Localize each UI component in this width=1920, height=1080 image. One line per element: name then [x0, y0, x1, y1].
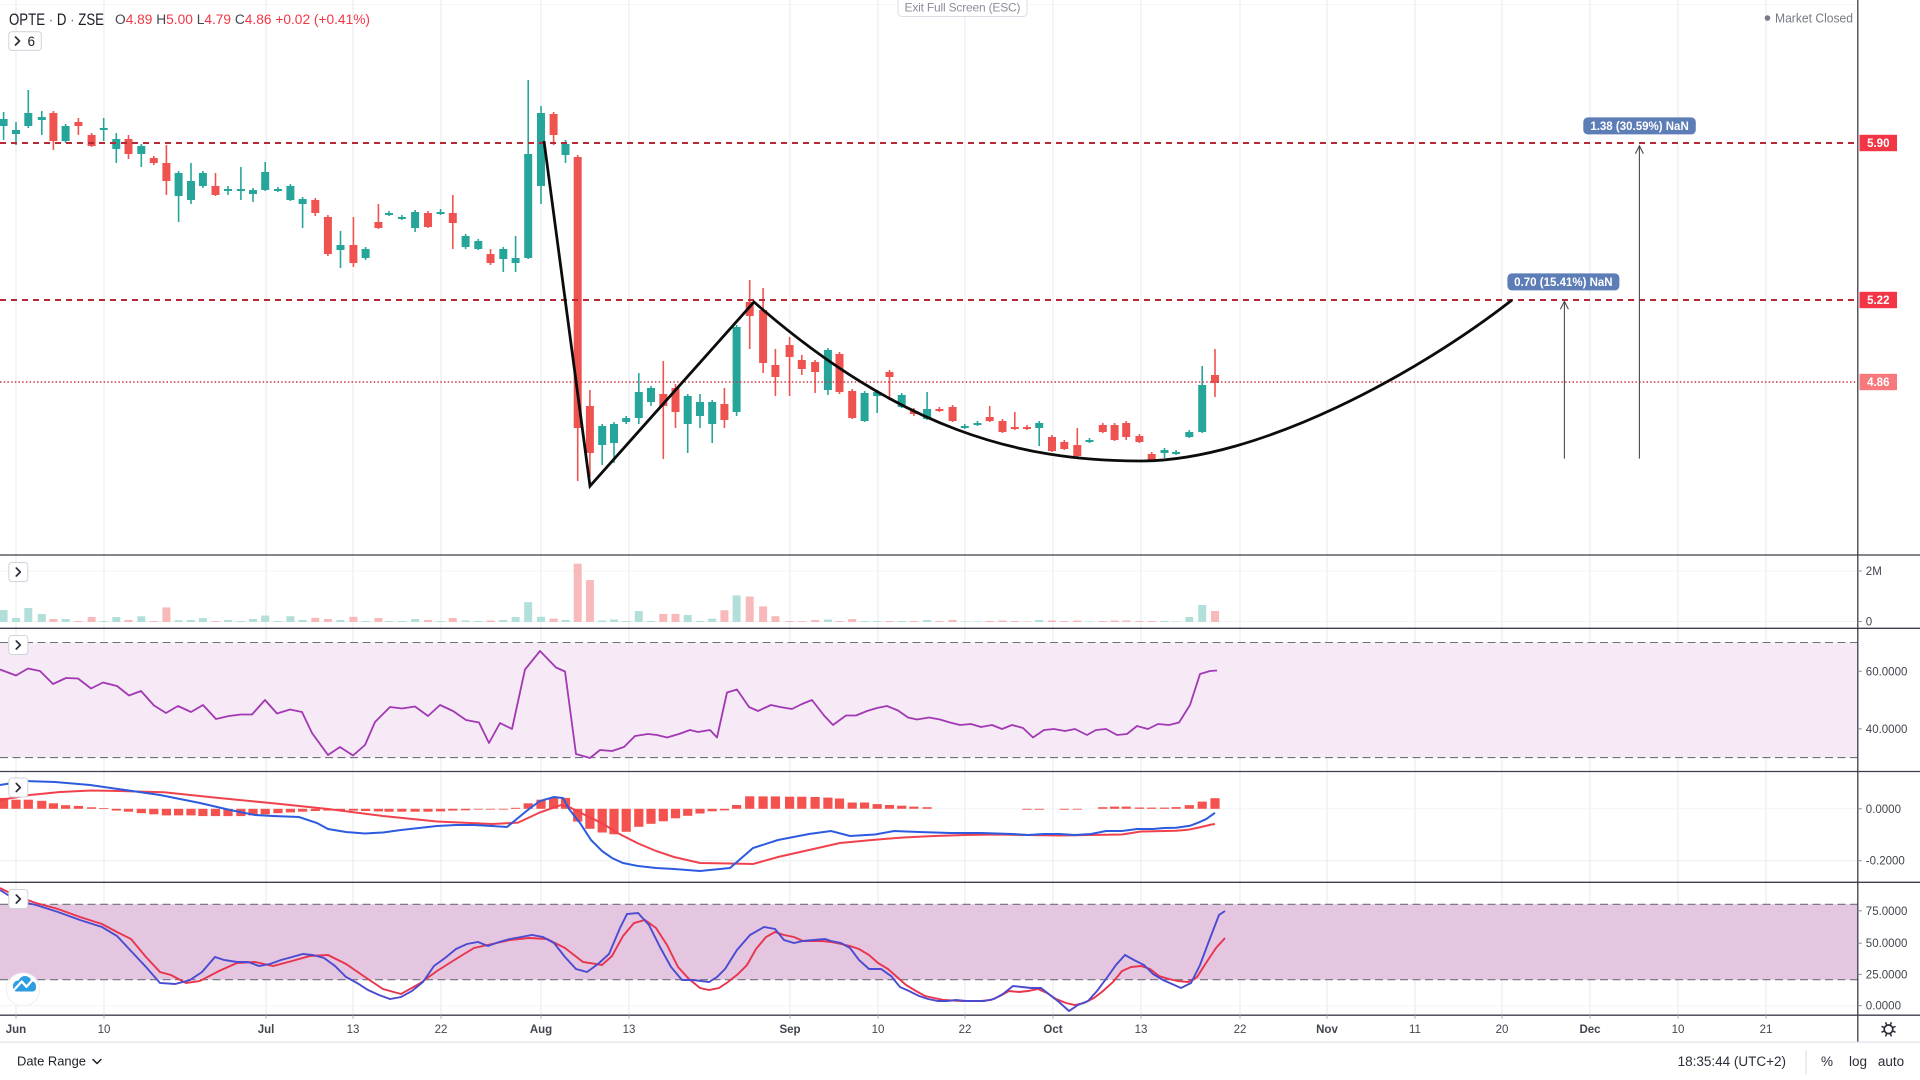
svg-text:0.0000: 0.0000: [1866, 1001, 1901, 1013]
svg-text:60.0000: 60.0000: [1866, 666, 1908, 678]
svg-text:Market Closed: Market Closed: [1775, 11, 1853, 26]
svg-text:Jul: Jul: [258, 1024, 275, 1036]
svg-text:log: log: [1849, 1054, 1867, 1069]
svg-text:Date Range: Date Range: [17, 1054, 86, 1069]
svg-text:22: 22: [1234, 1024, 1247, 1036]
svg-text:22: 22: [435, 1024, 448, 1036]
svg-text:Aug: Aug: [530, 1024, 552, 1036]
svg-text:75.0000: 75.0000: [1866, 906, 1908, 918]
svg-text:21: 21: [1760, 1024, 1773, 1036]
svg-text:13: 13: [1135, 1024, 1148, 1036]
svg-text:%: %: [1821, 1054, 1833, 1069]
svg-text:Nov: Nov: [1316, 1024, 1338, 1036]
svg-text:18:35:44 (UTC+2): 18:35:44 (UTC+2): [1678, 1054, 1786, 1069]
svg-text:OPTE · D · ZSE: OPTE · D · ZSE: [9, 11, 104, 29]
svg-text:Jun: Jun: [6, 1024, 26, 1036]
svg-text:auto: auto: [1878, 1054, 1904, 1069]
svg-text:0.70 (15.41%) NaN: 0.70 (15.41%) NaN: [1514, 277, 1612, 289]
svg-text:40.0000: 40.0000: [1866, 724, 1908, 736]
svg-text:10: 10: [1672, 1024, 1685, 1036]
svg-text:-0.2000: -0.2000: [1866, 856, 1905, 868]
svg-text:2M: 2M: [1866, 566, 1882, 578]
svg-text:10: 10: [872, 1024, 885, 1036]
svg-text:10: 10: [98, 1024, 111, 1036]
svg-text:4.86: 4.86: [1867, 377, 1889, 389]
svg-text:0.0000: 0.0000: [1866, 804, 1901, 816]
svg-text:25.0000: 25.0000: [1866, 969, 1908, 981]
svg-text:13: 13: [347, 1024, 360, 1036]
svg-text:Oct: Oct: [1043, 1024, 1062, 1036]
svg-text:Dec: Dec: [1579, 1024, 1601, 1036]
svg-text:50.0000: 50.0000: [1866, 938, 1908, 950]
svg-text:5.90: 5.90: [1867, 138, 1889, 150]
svg-text:20: 20: [1496, 1024, 1509, 1036]
svg-text:0: 0: [1866, 617, 1872, 629]
svg-text:22: 22: [959, 1024, 972, 1036]
svg-text:1.38 (30.59%) NaN: 1.38 (30.59%) NaN: [1590, 121, 1688, 133]
svg-text:6: 6: [28, 34, 36, 49]
svg-text:13: 13: [623, 1024, 636, 1036]
svg-text:O4.89 H5.00 L4.79 C4.86 +0.02: O4.89 H5.00 L4.79 C4.86 +0.02 (+0.41%): [115, 12, 370, 28]
svg-text:11: 11: [1409, 1024, 1421, 1036]
svg-text:Sep: Sep: [779, 1024, 800, 1036]
svg-text:5.22: 5.22: [1867, 295, 1889, 307]
svg-text:Exit Full Screen (ESC): Exit Full Screen (ESC): [905, 1, 1021, 15]
